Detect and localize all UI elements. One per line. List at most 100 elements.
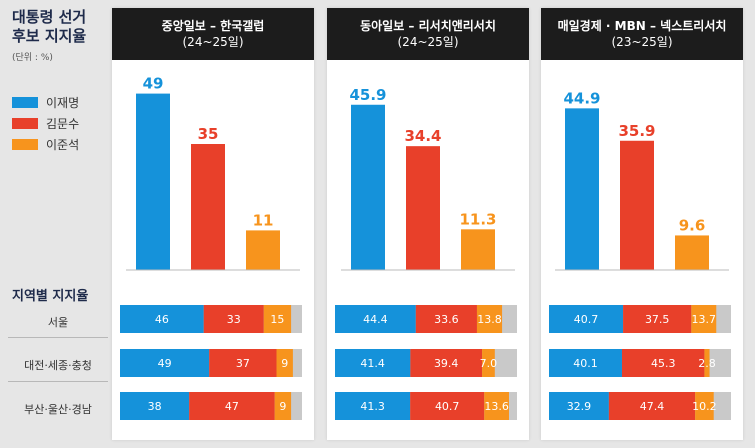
poll-period: (23~25일) (611, 35, 673, 49)
bar-lee-junseok (675, 235, 709, 270)
stack-value-label: 39.4 (434, 357, 459, 370)
stack-value-label: 41.3 (360, 400, 385, 413)
panel-header: 중앙일보 – 한국갤럽 (24~25일) (112, 8, 314, 60)
poll-chart: 45.9 34.4 11.3 44.4 33.6 13.8 41.4 39.4 7.0 41.3 4… (335, 86, 517, 420)
stack-segment-lee-jaemyung (335, 392, 411, 420)
stack-value-label: 13.8 (477, 313, 502, 326)
stack-segment-kim-moonsoo (203, 305, 264, 333)
stack-segment-lee-jaemyung (549, 305, 624, 333)
stack-value-label: 37 (236, 357, 250, 370)
stack-segment-lee-junseok (276, 349, 293, 377)
bar-lee-junseok (461, 229, 495, 270)
stack-value-label: 15 (270, 313, 284, 326)
stack-value-label: 40.7 (574, 313, 599, 326)
stack-value-label: 40.1 (573, 357, 598, 370)
stack-segment-lee-jaemyung (335, 349, 411, 377)
region-label-gyeongnam: 부산·울산·경남 (24, 403, 92, 416)
region-label-seoul: 서울 (47, 316, 69, 329)
stack-value-label: 41.4 (360, 357, 385, 370)
unit-label: (단위 : %) (12, 53, 53, 63)
stack-value-label: 33.6 (434, 313, 459, 326)
legend-label: 이재명 (46, 96, 80, 110)
stack-segment-kim-moonsoo (410, 392, 485, 420)
stack-value-label: 40.7 (435, 400, 460, 413)
bar-value-label: 45.9 (349, 86, 386, 104)
stack-value-label: 37.5 (645, 313, 670, 326)
stack-value-label: 32.9 (567, 400, 592, 413)
stack-value-label: 33 (227, 313, 241, 326)
stack-segment-kim-moonsoo (189, 392, 275, 420)
stack-segment-kim-moonsoo (608, 392, 696, 420)
stack-value-label: 9 (281, 357, 288, 370)
stack-value-label: 47 (225, 400, 239, 413)
stack-segment-lee-junseok (695, 392, 714, 420)
bar-value-label: 44.9 (563, 89, 600, 107)
bar-value-label: 11.3 (459, 210, 496, 228)
stack-value-label: 2.8 (698, 357, 716, 370)
legend: 이재명 김문수 이준석 (12, 92, 79, 155)
panel-header: 매일경제 · MBN – 넥스트리서치 (23~25일) (541, 8, 743, 60)
stack-value-label: 13.7 (692, 313, 717, 326)
stack-segment-lee-jaemyung (120, 392, 190, 420)
poll-chart: 44.9 35.9 9.6 40.7 37.5 13.7 40.1 45.3 2.8 32.9 47… (549, 89, 731, 420)
region-label-chungcheong: 대전·세종·충청 (24, 359, 92, 372)
poll-period: (24~25일) (397, 35, 459, 49)
legend-swatch-orange (12, 139, 38, 150)
poll-panel-joongang: 중앙일보 – 한국갤럽 (24~25일) 49 35 11 46 33 15 49 37 9 38… (112, 8, 314, 440)
stack-segment-lee-jaemyung (120, 305, 204, 333)
chart-title: 대통령 선거 후보 지지율 (12, 8, 107, 46)
stack-segment-lee-jaemyung (549, 349, 622, 377)
stack-value-label: 9 (279, 400, 286, 413)
stack-segment-lee-jaemyung (549, 392, 609, 420)
bar-kim-moonsoo (191, 144, 225, 270)
poll-source-title: 동아일보 – 리서치앤리서치 (360, 19, 496, 33)
chart-title-line2: 후보 지지율 (12, 27, 87, 45)
legend-label: 이준석 (46, 138, 80, 152)
legend-swatch-blue (12, 97, 38, 108)
stack-segment-kim-moonsoo (209, 349, 277, 377)
region-divider (8, 381, 108, 382)
chart-title-line1: 대통령 선거 (12, 8, 87, 26)
stack-value-label: 7.0 (480, 357, 498, 370)
stack-value-label: 45.3 (651, 357, 676, 370)
legend-item-lee-junseok: 이준석 (12, 134, 79, 155)
stack-value-label: 44.4 (363, 313, 388, 326)
stack-segment-lee-junseok (274, 392, 292, 420)
stack-segment-lee-junseok (704, 349, 710, 377)
legend-item-lee-jaemyung: 이재명 (12, 92, 79, 113)
bar-value-label: 34.4 (404, 127, 441, 145)
bar-value-label: 49 (143, 75, 164, 93)
bar-value-label: 35.9 (618, 122, 655, 140)
stack-segment-lee-junseok (476, 305, 503, 333)
legend-item-kim-moonsoo: 김문수 (12, 113, 79, 134)
stack-value-label: 13.6 (484, 400, 509, 413)
legend-label: 김문수 (46, 117, 80, 131)
stack-segment-lee-junseok (691, 305, 717, 333)
stack-segment-lee-jaemyung (120, 349, 210, 377)
stack-value-label: 47.4 (640, 400, 665, 413)
poll-panel-maekyung: 매일경제 · MBN – 넥스트리서치 (23~25일) 44.9 35.9 9.6… (541, 8, 743, 440)
bar-lee-jaemyung (136, 93, 170, 270)
bar-lee-jaemyung (565, 108, 599, 270)
stack-value-label: 38 (148, 400, 162, 413)
stack-segment-kim-moonsoo (623, 305, 692, 333)
stack-segment-kim-moonsoo (621, 349, 705, 377)
bar-value-label: 35 (198, 125, 219, 143)
region-section-title: 지역별 지지율 (12, 289, 89, 304)
stack-value-label: 10.2 (692, 400, 717, 413)
stack-segment-lee-junseok (484, 392, 509, 420)
bar-lee-jaemyung (351, 104, 385, 270)
poll-period: (24~25일) (182, 35, 244, 49)
stack-segment-kim-moonsoo (415, 305, 477, 333)
bar-value-label: 9.6 (679, 216, 706, 234)
bar-value-label: 11 (253, 211, 274, 229)
stack-value-label: 46 (155, 313, 169, 326)
region-divider (8, 337, 108, 338)
stack-segment-kim-moonsoo (410, 349, 483, 377)
bar-kim-moonsoo (406, 146, 440, 270)
stack-segment-lee-jaemyung (335, 305, 416, 333)
stack-segment-lee-junseok (263, 305, 292, 333)
panel-header: 동아일보 – 리서치앤리서치 (24~25일) (327, 8, 529, 60)
poll-source-title: 매일경제 · MBN – 넥스트리서치 (557, 19, 727, 33)
